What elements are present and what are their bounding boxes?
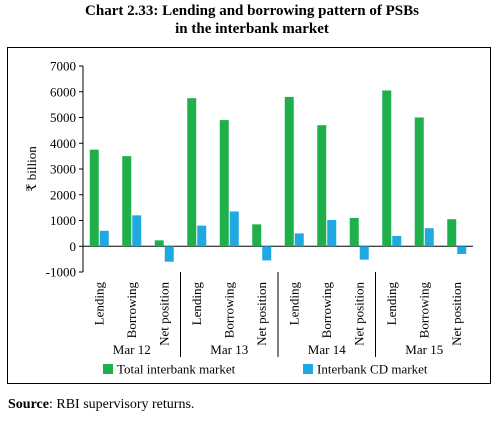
bar-total-interbank [414,117,424,247]
y-tick-label: 1000 [50,213,76,228]
y-tick-label: -1000 [46,265,76,280]
bar-interbank-cd [262,246,272,261]
x-category-label: Borrowing [319,282,334,339]
x-group-label: Mar 12 [113,342,151,357]
bar-total-interbank [89,149,99,247]
bar-total-interbank [382,90,392,247]
bar-total-interbank [284,96,294,247]
y-tick-label: 7000 [50,59,76,74]
chart-title-line-2: in the interbank market [175,21,329,37]
bar-interbank-cd [197,225,207,247]
bar-total-interbank [252,224,262,247]
y-tick-label: 5000 [50,110,76,125]
y-tick-label: 6000 [50,84,76,99]
x-group-label: Mar 13 [210,342,248,357]
legend-swatch-cd [303,364,313,374]
bar-interbank-cd [164,246,174,262]
legend-swatch-total [103,364,113,374]
source-label: Source [8,397,49,412]
bar-total-interbank [317,125,327,247]
x-category-label: Lending [91,282,106,326]
x-category-label: Net position [156,282,171,346]
chart-frame [7,47,491,384]
x-category-label: Net position [449,282,464,346]
bar-interbank-cd [327,219,337,247]
bar-total-interbank [154,240,164,247]
y-tick-label: 2000 [50,187,76,202]
x-category-label: Lending [384,282,399,326]
y-tick-label: 3000 [50,162,76,177]
y-tick-label: 4000 [50,136,76,151]
bar-total-interbank [349,217,359,247]
x-category-label: Borrowing [124,282,139,339]
legend-label-cd: Interbank CD market [317,362,428,377]
x-category-label: Borrowing [416,282,431,339]
bar-total-interbank [219,120,229,247]
bar-total-interbank [447,219,457,247]
x-category-label: Lending [189,282,204,326]
chart-title-line-1: Chart 2.33: Lending and borrowing patter… [85,3,419,19]
bar-interbank-cd [99,230,109,247]
x-group-label: Mar 14 [308,342,346,357]
bar-interbank-cd [392,235,402,247]
bar-interbank-cd [424,228,434,247]
bar-interbank-cd [457,246,467,254]
y-tick-label: 0 [70,239,77,254]
bar-total-interbank [187,98,197,247]
source-text: : RBI supervisory returns. [48,397,195,412]
x-category-label: Net position [351,282,366,346]
x-group-label: Mar 15 [405,342,443,357]
legend-label-total: Total interbank market [117,362,236,377]
bar-interbank-cd [294,233,304,247]
bar-interbank-cd [359,246,369,260]
bar-total-interbank [122,156,132,247]
x-category-label: Borrowing [221,282,236,339]
bar-chart: -1000 0 1000 2000 3000 4000 5000 6000 7000 ₹ bill… [24,59,473,377]
source-note: Source: RBI supervisory returns. [8,397,194,413]
y-axis-title: ₹ billion [24,146,39,192]
x-category-label: Lending [286,282,301,326]
x-category-label: Net position [254,282,269,346]
bar-interbank-cd [229,211,239,247]
bar-interbank-cd [132,215,142,247]
